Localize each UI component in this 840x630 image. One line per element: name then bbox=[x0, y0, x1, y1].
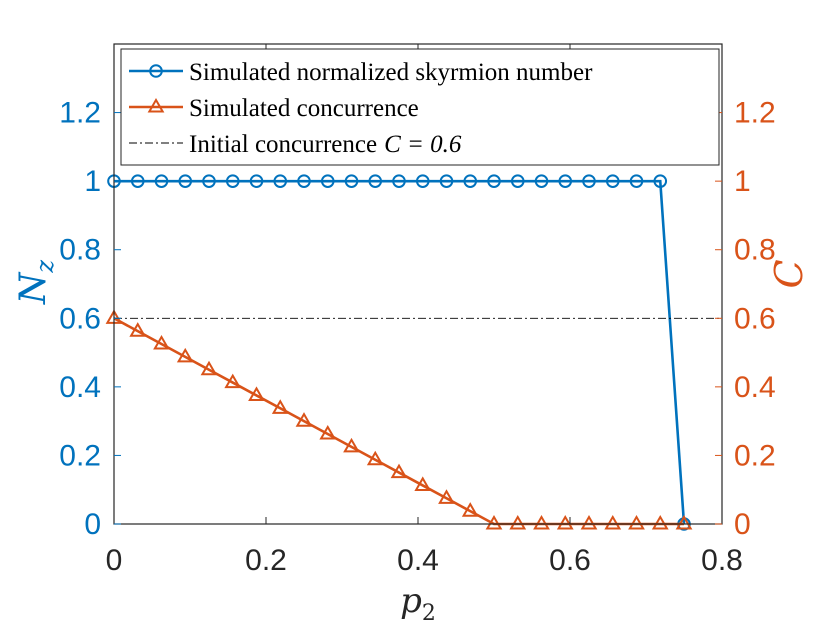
legend: Simulated normalized skyrmion number Simu… bbox=[120, 48, 720, 166]
y-right-tick-label: 0 bbox=[734, 508, 751, 541]
skyrmion-point bbox=[439, 174, 454, 188]
x-tick-label: 0.8 bbox=[701, 544, 743, 577]
legend-label-text-0: Simulated normalized skyrmion number bbox=[189, 59, 593, 86]
series-line-0 bbox=[114, 179, 686, 525]
y-left-axis-label: Nz bbox=[13, 260, 59, 306]
concurrence-point bbox=[390, 463, 408, 479]
skyrmion-point bbox=[653, 174, 668, 188]
legend-label-text-2: Initial concurrence bbox=[189, 131, 377, 158]
concurrence-point bbox=[366, 450, 384, 466]
skyrmion-point bbox=[487, 174, 501, 188]
concurrence-point bbox=[271, 399, 289, 414]
concurrence-point bbox=[580, 514, 598, 530]
axis-ticks: 0 0.2 0.4 0.6 0.800.20.40.60.811.200.20.40.6… bbox=[59, 44, 776, 577]
legend-box bbox=[120, 48, 720, 166]
y-left-tick-label: 0 bbox=[84, 508, 101, 541]
x-tick-label: 0.6 bbox=[549, 544, 591, 577]
y-left-tick-label: 1.2 bbox=[59, 97, 101, 130]
skyrmion-point bbox=[510, 174, 525, 188]
concurrence-point bbox=[129, 322, 147, 337]
concurrence-point bbox=[319, 424, 337, 440]
skyrmion-point bbox=[558, 174, 573, 188]
y-left-axis-label-subscript: z bbox=[31, 260, 59, 274]
y-right-axis-label: C bbox=[767, 259, 811, 288]
concurrence-point bbox=[224, 373, 242, 389]
y-right-tick-label: 0.2 bbox=[734, 439, 776, 472]
legend-label-0: Simulated normalized skyrmion number bbox=[189, 59, 593, 86]
x-tick-label: 0.2 bbox=[245, 544, 287, 577]
y-left-tick-label: 1 bbox=[84, 165, 101, 198]
y-right-tick-label: 1 bbox=[734, 165, 751, 198]
y-left-tick-label: 0.8 bbox=[59, 234, 101, 267]
legend-marker-1 bbox=[147, 97, 165, 113]
concurrence-point bbox=[628, 514, 645, 530]
skyrmion-point bbox=[154, 174, 169, 188]
skyrmion-point bbox=[297, 174, 311, 188]
concurrence-point bbox=[651, 514, 669, 530]
concurrence-point bbox=[343, 437, 360, 453]
skyrmion-point bbox=[202, 174, 216, 188]
skyrmion-point bbox=[249, 174, 264, 188]
concurrence-point bbox=[248, 386, 265, 401]
legend-label-2: Initial concurrence C = 0.6 bbox=[189, 131, 462, 158]
concurrence-point bbox=[509, 514, 527, 530]
y-left-tick-label: 0.4 bbox=[59, 371, 101, 404]
skyrmion-point bbox=[225, 174, 240, 188]
legend-label-1: Simulated concurrence bbox=[189, 95, 419, 122]
skyrmion-point bbox=[463, 174, 478, 188]
y-right-tick-label: 0.8 bbox=[734, 234, 776, 267]
x-tick-label: 0 bbox=[106, 544, 123, 577]
concurrence-point bbox=[556, 514, 574, 530]
concurrence-point bbox=[675, 514, 693, 530]
y-right-tick-label: 0.6 bbox=[734, 302, 776, 335]
skyrmion-point bbox=[605, 174, 620, 188]
skyrmion-point bbox=[534, 174, 549, 188]
concurrence-point bbox=[200, 360, 218, 376]
skyrmion-point bbox=[368, 174, 383, 188]
y-left-tick-label: 0.2 bbox=[59, 439, 101, 472]
skyrmion-point bbox=[392, 174, 406, 188]
concurrence-point bbox=[533, 514, 550, 530]
concurrence-point bbox=[295, 412, 313, 427]
concurrence-point bbox=[461, 502, 479, 517]
concurrence-point bbox=[153, 334, 170, 350]
x-axis-label-subscript: 2 bbox=[422, 601, 436, 626]
legend-label-math: C = 0.6 bbox=[384, 131, 462, 158]
concurrence-point bbox=[485, 514, 503, 530]
legend-label-text-1: Simulated concurrence bbox=[189, 95, 419, 122]
concurrence-point bbox=[438, 489, 455, 504]
concurrence-point bbox=[414, 476, 432, 491]
skyrmion-point bbox=[273, 174, 288, 188]
skyrmion-point bbox=[582, 174, 596, 188]
skyrmion-point bbox=[415, 174, 430, 188]
concurrence-point bbox=[604, 514, 622, 530]
y-left-tick-label: 0.6 bbox=[59, 302, 101, 335]
skyrmion-point bbox=[320, 174, 335, 188]
skyrmion-point bbox=[130, 174, 145, 188]
concurrence-point bbox=[176, 347, 194, 363]
skyrmion-point bbox=[178, 174, 193, 188]
y-right-tick-label: 0.4 bbox=[734, 371, 776, 404]
legend-marker-0 bbox=[149, 64, 163, 78]
skyrmion-point bbox=[629, 174, 644, 188]
x-tick-label: 0.4 bbox=[397, 544, 439, 577]
y-right-tick-label: 1.2 bbox=[734, 97, 776, 130]
skyrmion-point bbox=[344, 174, 359, 188]
